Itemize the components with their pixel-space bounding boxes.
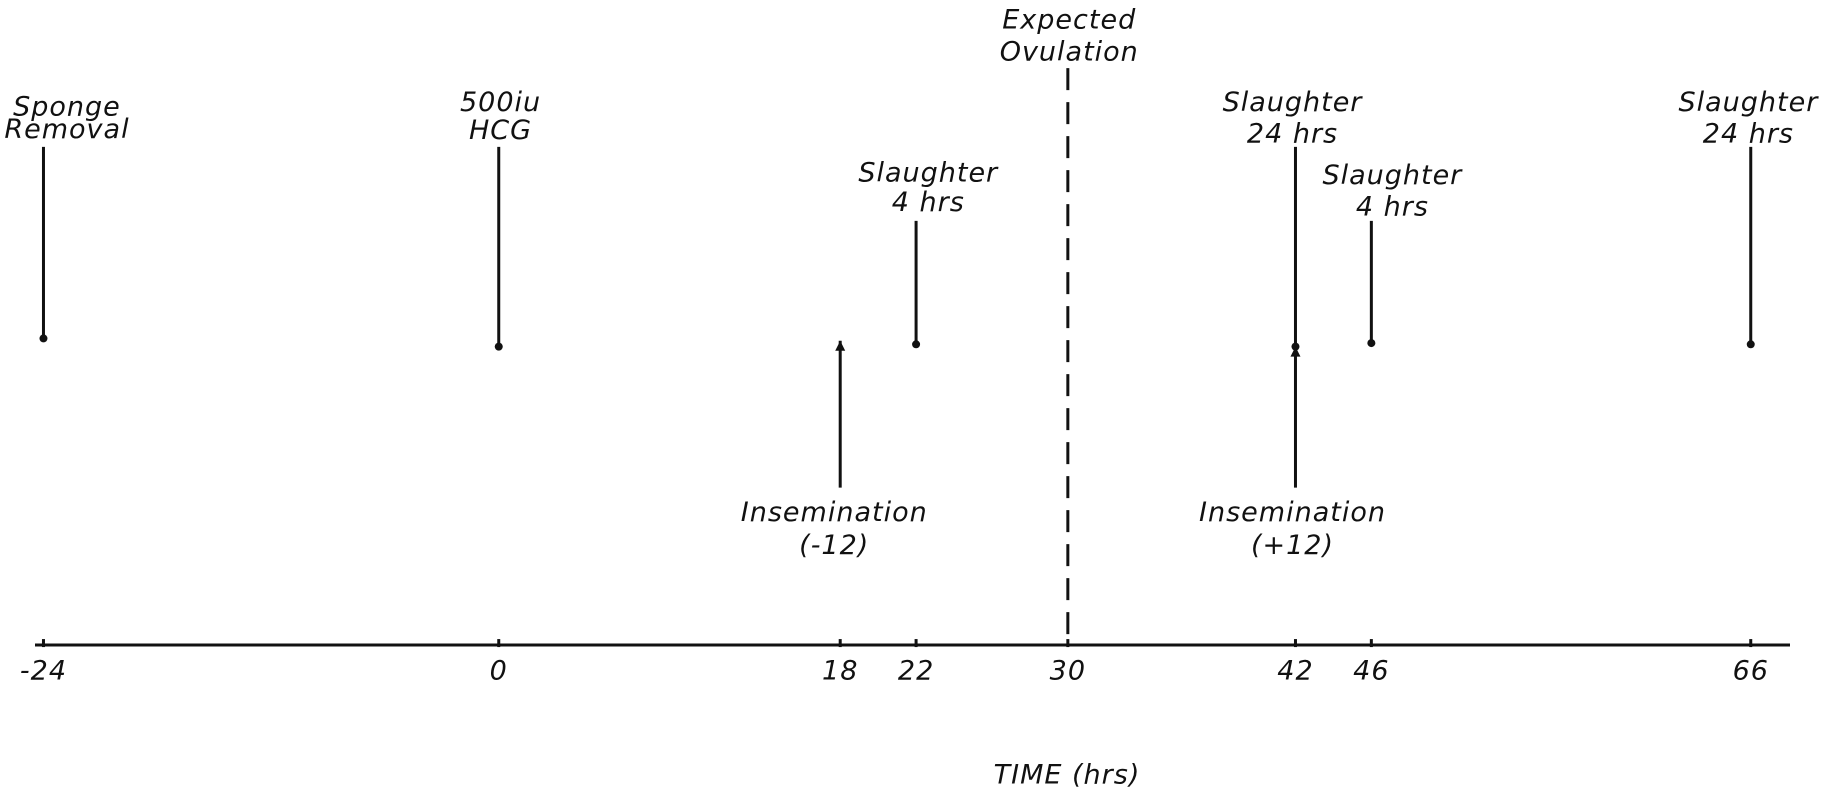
event-label: Slaughter bbox=[1223, 87, 1364, 118]
tick-label: 18 bbox=[822, 656, 858, 687]
event-arrow bbox=[1290, 346, 1301, 357]
event-label: 4 hrs bbox=[892, 187, 965, 218]
event-point bbox=[1746, 340, 1755, 349]
event-arrow bbox=[835, 340, 846, 351]
event-label: Ovulation bbox=[1000, 36, 1139, 67]
tick-label: 30 bbox=[1050, 656, 1086, 687]
axis-label: TIME (hrs) bbox=[994, 760, 1141, 788]
event-label: (-12) bbox=[799, 530, 869, 561]
event-point bbox=[39, 334, 48, 343]
event-label: Expected bbox=[1002, 5, 1136, 36]
event-label: Sponge bbox=[13, 92, 121, 123]
event-label: 24 hrs bbox=[1247, 119, 1338, 150]
event-label: HCG bbox=[469, 115, 532, 146]
event-label: Removal bbox=[4, 114, 129, 145]
event-label: 24 hrs bbox=[1703, 119, 1794, 150]
event-label: Insemination bbox=[1199, 497, 1386, 528]
tick-label: 42 bbox=[1277, 656, 1313, 687]
event-point bbox=[912, 340, 921, 349]
event-point bbox=[494, 342, 503, 351]
event-label: 500iu bbox=[460, 87, 541, 118]
event-label: 4 hrs bbox=[1356, 191, 1429, 222]
tick-label: -24 bbox=[20, 656, 67, 687]
event-label: Insemination bbox=[741, 497, 928, 528]
event-label: Slaughter bbox=[1678, 87, 1819, 118]
tick-label: 22 bbox=[898, 656, 934, 687]
event-label: Slaughter bbox=[858, 157, 999, 188]
tick-label: 66 bbox=[1733, 656, 1769, 687]
event-point bbox=[1367, 339, 1376, 348]
tick-label: 0 bbox=[490, 656, 508, 687]
tick-label: 46 bbox=[1353, 656, 1389, 687]
event-label: Slaughter bbox=[1322, 160, 1463, 191]
event-label: (+12) bbox=[1251, 530, 1334, 561]
